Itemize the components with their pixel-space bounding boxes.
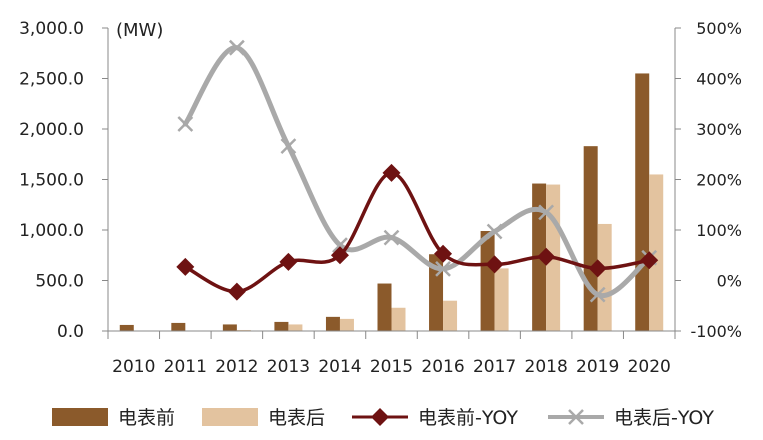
left-tick-label: 0.0 (57, 322, 84, 342)
left-tick-label: 1,000.0 (19, 221, 84, 241)
left-tick-label: 3,000.0 (19, 19, 84, 39)
left-tick-label: 1,500.0 (19, 171, 84, 191)
x-tick-label-2015: 2015 (370, 357, 413, 377)
legend: 电表前 电表后 电表前-YOY 电表后-YOY (52, 407, 714, 429)
bar-电表前-2011 (171, 322, 186, 331)
point-电表后-YOY-2011 (177, 116, 194, 132)
x-tick-label-2016: 2016 (421, 357, 464, 377)
legend-marker-电表前-YOY (371, 408, 389, 426)
legend-marker-电表后-YOY (568, 409, 584, 425)
right-tick-label: 400% (696, 70, 742, 89)
x-tick-label-2019: 2019 (576, 357, 619, 377)
right-tick-label: 100% (696, 221, 742, 240)
left-tick-label: 2,000.0 (19, 120, 84, 140)
x-tick-label-2017: 2017 (473, 357, 516, 377)
point-电表后-YOY-2013 (280, 138, 297, 155)
bars-layer (119, 73, 664, 331)
point-电表前-YOY-2012 (227, 282, 246, 301)
point-电表前-YOY-2019 (588, 259, 607, 278)
legend-label-电表后-YOY: 电表后-YOY (614, 407, 714, 429)
right-tick-label: 500% (696, 19, 742, 38)
point-电表前-YOY-2018 (537, 247, 556, 266)
right-tick-label: 200% (696, 171, 742, 190)
point-电表后-YOY-2017 (486, 223, 503, 240)
legend-label-电表前: 电表前 (118, 407, 175, 429)
line-电表后-YOY (182, 45, 652, 299)
x-tick-label-2020: 2020 (628, 357, 671, 377)
bar-电表后-2015 (391, 307, 406, 331)
x-tick-label-2018: 2018 (525, 357, 568, 377)
point-电表前-YOY-2017 (485, 255, 504, 274)
bar-电表前-2012 (222, 324, 237, 331)
bar-电表前-2010 (119, 324, 134, 331)
point-电表前-YOY-2013 (279, 252, 298, 271)
bar-电表后-2017 (494, 268, 509, 331)
legend-swatch-电表前 (52, 408, 108, 426)
right-tick-label: 0% (717, 272, 742, 291)
bar-电表后-2014 (339, 318, 354, 331)
legend-swatch-电表后 (202, 408, 258, 426)
x-tick-label-2013: 2013 (267, 357, 310, 377)
left-tick-label: 2,500.0 (19, 70, 84, 90)
bar-电表前-2019 (583, 146, 598, 331)
point-电表后-YOY-2019 (589, 286, 606, 303)
axes-layer: 2010 2011 2012 2013 2014 2015 2016 2017 2018 2019… (19, 19, 742, 377)
x-tick-label-2011: 2011 (164, 357, 207, 377)
bar-电表后-2020 (649, 174, 664, 331)
x-tick-label-2010: 2010 (112, 357, 155, 377)
bar-电表后-2019 (597, 223, 612, 331)
point-电表后-YOY-2016 (435, 261, 451, 277)
point-电表前-YOY-2020 (640, 251, 659, 270)
point-电表前-YOY-2014 (330, 246, 349, 265)
bar-电表前-2017 (480, 231, 495, 331)
x-tick-label-2012: 2012 (215, 357, 258, 377)
bar-电表后-2013 (288, 324, 303, 331)
legend-label-电表前-YOY: 电表前-YOY (418, 407, 518, 429)
lines-layer (176, 39, 659, 303)
bar-电表后-2016 (443, 300, 458, 331)
bar-电表后-2012 (236, 329, 251, 331)
point-电表前-YOY-2016 (434, 244, 453, 263)
point-电表前-YOY-2011 (176, 257, 195, 276)
legend-label-电表后: 电表后 (268, 407, 325, 429)
right-tick-label: 300% (696, 120, 742, 139)
bar-电表前-2013 (274, 321, 289, 331)
line-电表前-YOY (183, 171, 651, 294)
left-tick-label: 500.0 (35, 272, 84, 292)
point-电表前-YOY-2015 (382, 163, 401, 182)
x-tick-label-2014: 2014 (318, 357, 361, 377)
bar-电表前-2020 (635, 73, 650, 331)
point-电表后-YOY-2015 (383, 229, 400, 246)
right-tick-label: -100% (690, 322, 742, 341)
point-电表后-YOY-2018 (538, 204, 555, 221)
bar-电表前-2014 (325, 316, 340, 331)
unit-label: (MW) (116, 20, 163, 41)
bar-电表前-2015 (377, 283, 392, 331)
point-电表后-YOY-2012 (228, 39, 245, 56)
